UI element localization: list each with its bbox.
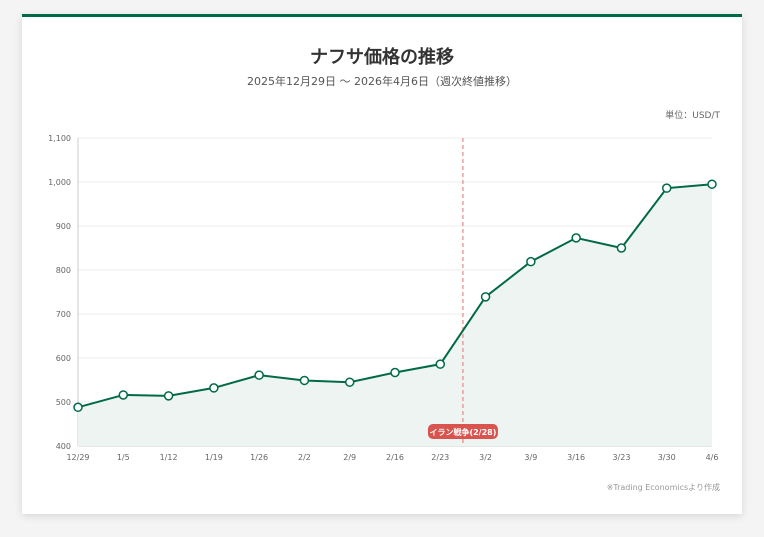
data-point	[390, 367, 400, 378]
y-tick-label: 400	[56, 442, 71, 451]
x-tick-label: 3/30	[658, 453, 676, 462]
y-tick-label: 700	[56, 310, 71, 319]
data-point	[571, 233, 581, 243]
unit-label: 単位：USD/T	[665, 111, 720, 121]
y-tick-label: 1,000	[48, 178, 71, 187]
y-tick-label: 1,100	[48, 134, 71, 143]
data-point	[163, 391, 174, 401]
x-tick-label: 4/6	[706, 453, 719, 462]
data-point	[299, 375, 310, 386]
chart-title: ナフサ価格の推移	[310, 47, 454, 68]
data-point	[480, 292, 491, 302]
x-tick-label: 1/5	[117, 453, 130, 462]
data-point	[661, 183, 672, 193]
naphtha-price-chart: 400 500 600 700 800 900 1,000 1,100 12/29 1/5 1/12…	[48, 134, 719, 462]
data-point	[435, 359, 446, 369]
chart-subtitle: 2025年12月29日 ～ 2026年4月6日（週次終値推移）	[247, 75, 517, 88]
data-point	[707, 179, 717, 189]
x-tick-label: 1/12	[160, 453, 178, 462]
data-point	[73, 402, 83, 413]
x-tick-label: 3/2	[479, 453, 492, 462]
x-tick-label: 1/19	[205, 453, 223, 462]
event-label-badge	[427, 424, 498, 439]
x-tick-label: 1/26	[250, 453, 268, 462]
y-tick-label: 600	[56, 354, 71, 363]
x-tick-label: 2/23	[431, 453, 449, 462]
y-tick-label: 900	[56, 222, 71, 231]
data-point	[526, 256, 536, 267]
data-point	[254, 370, 264, 380]
y-tick-label: 800	[56, 266, 71, 275]
x-tick-label: 2/16	[386, 453, 404, 462]
x-tick-label: 3/23	[612, 453, 630, 462]
y-tick-label: 500	[56, 398, 71, 407]
x-tick-label: 3/9	[524, 453, 537, 462]
x-tick-label: 3/16	[567, 453, 585, 462]
x-tick-label: 2/2	[298, 453, 311, 462]
data-point	[118, 390, 129, 400]
x-tick-label: 12/29	[66, 453, 89, 462]
x-tick-label: 2/9	[343, 453, 356, 462]
data-point	[209, 383, 219, 393]
data-point	[344, 377, 355, 387]
source-note: ※Trading Economicsより作成	[606, 483, 720, 492]
data-point	[616, 243, 627, 253]
chart-card: ナフサ価格の推移 2025年12月29日 ～ 2026年4月6日（週次終値推移）…	[22, 14, 742, 514]
event-label: イラン戦争(2/28)	[429, 427, 496, 437]
series-area	[78, 184, 712, 446]
